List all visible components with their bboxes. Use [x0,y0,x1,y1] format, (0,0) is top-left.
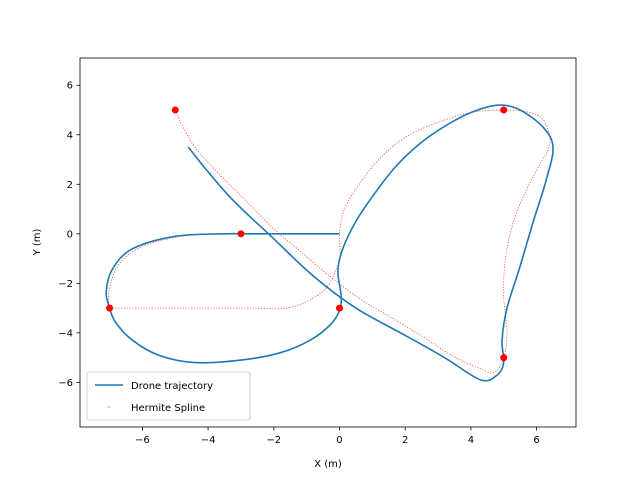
waypoint-marker [171,106,179,114]
x-tick-label: 4 [468,435,474,446]
legend-label-spline: Hermite Spline [131,403,205,414]
x-axis-label: X (m) [314,459,342,470]
y-tick-label: −6 [58,378,73,389]
waypoint-marker [500,354,508,362]
y-tick-label: 6 [67,81,73,92]
x-axis-ticks: −6 −4 −2 0 2 4 6 [135,427,540,446]
x-tick-label: 0 [336,435,342,446]
waypoint-marker [237,230,245,238]
y-tick-label: 2 [67,180,73,191]
y-axis-ticks: −6 −4 −2 0 2 4 6 [58,81,80,389]
legend: Drone trajectory Hermite Spline [86,371,251,421]
series-hermite-spline [108,109,551,374]
series-layer [105,104,554,382]
y-tick-label: −2 [58,279,73,290]
waypoint-layer [106,106,508,362]
waypoint-marker [500,106,508,114]
plot-frame [79,57,577,428]
y-axis-label: Y (m) [32,228,43,256]
x-tick-label: −6 [135,435,150,446]
y-tick-label: −4 [58,328,73,339]
waypoint-marker [106,304,114,312]
x-tick-label: −2 [266,435,281,446]
legend-label-drone: Drone trajectory [131,381,213,392]
waypoint-marker [335,304,343,312]
x-tick-label: 6 [533,435,539,446]
x-tick-label: 2 [402,435,408,446]
y-tick-label: 0 [67,229,73,240]
y-tick-label: 4 [67,130,73,141]
legend-box [86,371,251,421]
legend-marker-spline [108,406,110,408]
plot-area [80,58,576,427]
x-tick-label: −4 [201,435,216,446]
series-drone-trajectory [105,104,554,382]
